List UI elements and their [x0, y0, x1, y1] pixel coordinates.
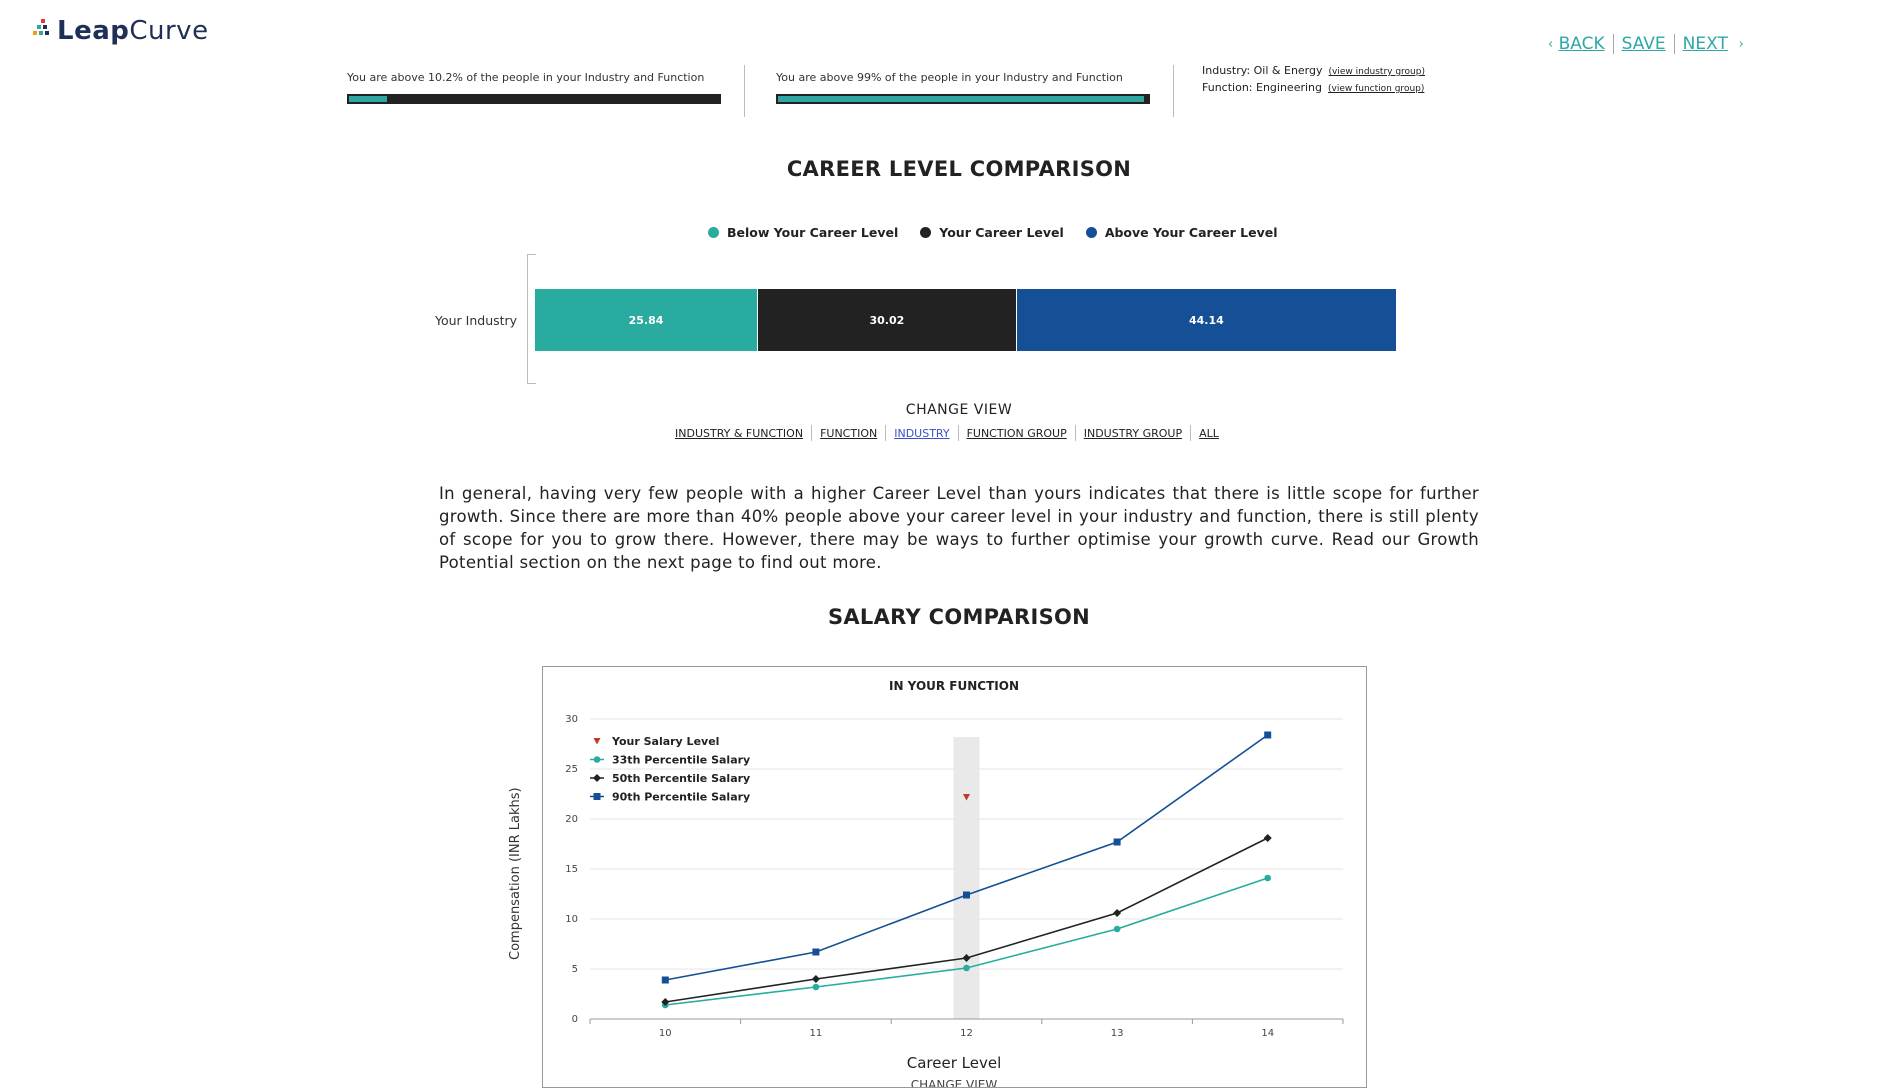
industry-function-meta: Industry: Oil & Energy (view industry gro…	[1202, 63, 1425, 97]
series-point	[963, 964, 970, 972]
logo-text-bold: Leap	[57, 16, 130, 46]
change-view-links: INDUSTRY & FUNCTION FUNCTION INDUSTRY FUNCT…	[675, 425, 1219, 441]
view-link-all[interactable]: ALL	[1199, 426, 1219, 440]
career-legend: Below Your Career Level Your Career Leve…	[708, 225, 1300, 240]
chart-footer-change-view: CHANGE VIEW	[911, 1078, 998, 1087]
career-level-title: CAREER LEVEL COMPARISON	[786, 157, 1132, 181]
view-link-function[interactable]: FUNCTION	[820, 426, 878, 440]
series-point	[1264, 731, 1272, 739]
chevron-right-icon[interactable]: ›	[1738, 36, 1744, 52]
career-explanation: In general, having very few people with …	[439, 484, 1479, 572]
nav-divider	[1612, 34, 1614, 54]
legend-dot-icon	[920, 227, 932, 238]
legend-label: 33th Percentile Salary	[612, 754, 750, 767]
logo-text-light: Curve	[129, 16, 209, 46]
legend-dot-icon	[1085, 227, 1097, 238]
view-industry-group-link[interactable]: (view industry group)	[1328, 67, 1425, 77]
x-axis-label: Career Level	[907, 1054, 1002, 1072]
divider	[744, 65, 745, 117]
legend-your-salary-icon	[593, 738, 601, 745]
series-point	[1113, 909, 1122, 917]
progress-bar-1	[347, 94, 721, 104]
x-tick-label: 14	[1261, 1028, 1274, 1039]
view-link-function-group[interactable]: FUNCTION GROUP	[966, 426, 1067, 440]
segment-above[interactable]: 44.14	[1016, 289, 1396, 351]
progress-bar-2	[776, 94, 1150, 104]
series-point	[812, 948, 820, 956]
progress-fill-2	[778, 96, 1144, 102]
chart-title: IN YOUR FUNCTION	[889, 679, 1019, 693]
y-tick-label: 10	[565, 914, 578, 925]
top-navigation: ‹ BACK SAVE NEXT ›	[1548, 34, 1744, 54]
view-divider	[811, 425, 813, 441]
x-tick-label: 11	[810, 1028, 823, 1039]
view-divider	[957, 425, 959, 441]
y-tick-label: 15	[565, 864, 578, 875]
y-axis-label: Compensation (INR Lakhs)	[508, 787, 523, 960]
segment-below[interactable]: 25.84	[535, 289, 758, 351]
view-link-industry-function[interactable]: INDUSTRY & FUNCTION	[675, 426, 804, 440]
view-link-industry-group[interactable]: INDUSTRY GROUP	[1083, 426, 1183, 440]
highlight-band	[953, 737, 980, 1019]
x-tick-label: 10	[659, 1028, 672, 1039]
industry-label: Industry: Oil & Energy	[1202, 64, 1323, 77]
salary-comparison-title: SALARY COMPARISON	[827, 605, 1091, 629]
salary-line-chart: IN YOUR FUNCTION 0 5 10 15 20 25 30 10 11 12 13 14 Ca…	[565, 679, 1344, 1092]
y-tick-label: 20	[565, 814, 578, 825]
series-point	[1264, 874, 1271, 882]
logo-dots-icon	[33, 19, 55, 43]
legend-item-above[interactable]: Above Your Career Level	[1085, 225, 1278, 240]
divider	[1173, 65, 1174, 117]
y-tick-label: 0	[572, 1014, 578, 1025]
legend-marker-icon	[593, 793, 601, 800]
view-divider	[1074, 425, 1076, 441]
view-divider	[885, 425, 887, 441]
career-stacked-bar: 25.84 30.02 44.14	[535, 289, 1396, 351]
series-point	[963, 891, 970, 899]
series-point	[661, 976, 669, 984]
y-tick-label: 5	[572, 964, 578, 975]
legend-marker-icon	[593, 756, 601, 763]
x-tick-label: 13	[1111, 1028, 1124, 1039]
legend-label: 90th Percentile Salary	[612, 791, 750, 804]
chevron-left-icon[interactable]: ‹	[1548, 36, 1554, 52]
change-view-label: CHANGE VIEW	[905, 402, 1013, 418]
save-link[interactable]: SAVE	[1621, 34, 1666, 54]
progress-text-2: You are above 99% of the people in your …	[776, 71, 1123, 84]
next-link[interactable]: NEXT	[1682, 34, 1728, 54]
series-point	[812, 983, 820, 991]
bar-axis	[527, 254, 536, 384]
row-label-your-industry: Your Industry	[435, 313, 518, 328]
back-link[interactable]: BACK	[1558, 34, 1605, 54]
leapcurve-logo[interactable]: LeapCurve	[33, 16, 209, 46]
progress-fill-1	[349, 96, 387, 102]
function-label: Function: Engineering	[1202, 81, 1322, 94]
legend-marker-icon	[593, 774, 601, 782]
x-tick-label: 12	[960, 1028, 973, 1039]
series-point	[1263, 834, 1272, 842]
your-salary-marker	[963, 794, 970, 801]
nav-divider	[1673, 34, 1675, 54]
series-point	[661, 998, 670, 1006]
series-point	[1113, 925, 1121, 933]
view-link-industry[interactable]: INDUSTRY	[894, 426, 950, 440]
y-tick-label: 25	[565, 764, 578, 775]
segment-yours[interactable]: 30.02	[757, 289, 1017, 351]
salary-chart-box: IN YOUR FUNCTION 0 5 10 15 20 25 30 10 11 12 13 14 Ca…	[542, 666, 1367, 1092]
legend-item-below[interactable]: Below Your Career Level	[708, 225, 898, 240]
legend-dot-icon	[708, 227, 719, 238]
y-tick-label: 30	[565, 714, 578, 725]
legend-label: 50th Percentile Salary	[612, 772, 750, 785]
series-point	[962, 954, 971, 962]
view-divider	[1190, 425, 1192, 441]
view-function-group-link[interactable]: (view function group)	[1328, 84, 1425, 94]
series-point	[811, 975, 820, 983]
series-point	[1113, 838, 1121, 846]
legend-label: Your Salary Level	[611, 735, 719, 748]
legend-item-yours[interactable]: Your Career Level	[920, 225, 1064, 240]
progress-text-1: You are above 10.2% of the people in you…	[347, 71, 705, 84]
